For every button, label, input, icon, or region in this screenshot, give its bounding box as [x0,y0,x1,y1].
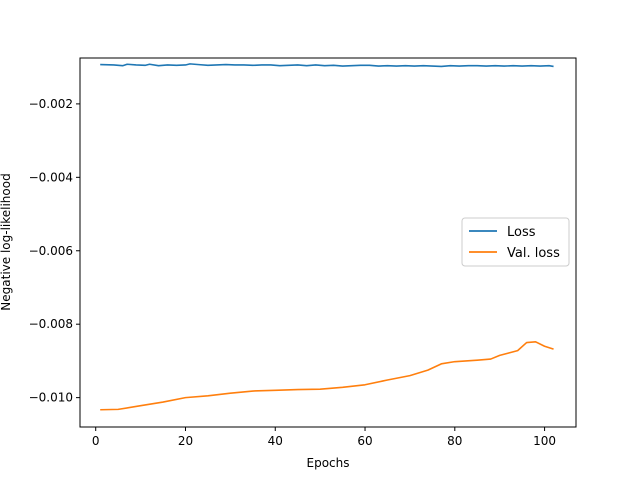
legend: Loss Val. loss [461,217,570,267]
series-layer [100,63,554,411]
x-tick-label: 40 [268,434,283,448]
x-tick-label: 100 [533,434,556,448]
series-line-0 [100,63,554,68]
x-tick-label: 0 [92,434,100,448]
plot-frame [79,57,577,428]
x-axis-ticks: 0 20 40 60 80 100 [92,427,556,448]
x-tick-label: 20 [178,434,193,448]
x-axis-label: Epochs [307,456,350,470]
legend-label: Val. loss [507,246,560,261]
x-tick-label: 80 [447,434,462,448]
x-tick-label: 60 [357,434,372,448]
series-line-1 [100,341,554,411]
legend-label: Loss [507,225,536,240]
y-axis-ticks: −0.002 −0.004 −0.006 −0.008 −0.010 [29,97,80,405]
y-tick-label: −0.002 [29,97,73,111]
y-tick-label: −0.008 [29,317,73,331]
y-tick-label: −0.010 [29,391,73,405]
y-axis-label: Negative log-likelihood [0,173,13,310]
legend-box [461,217,570,267]
y-tick-label: −0.006 [29,244,73,258]
y-tick-label: −0.004 [29,170,73,184]
